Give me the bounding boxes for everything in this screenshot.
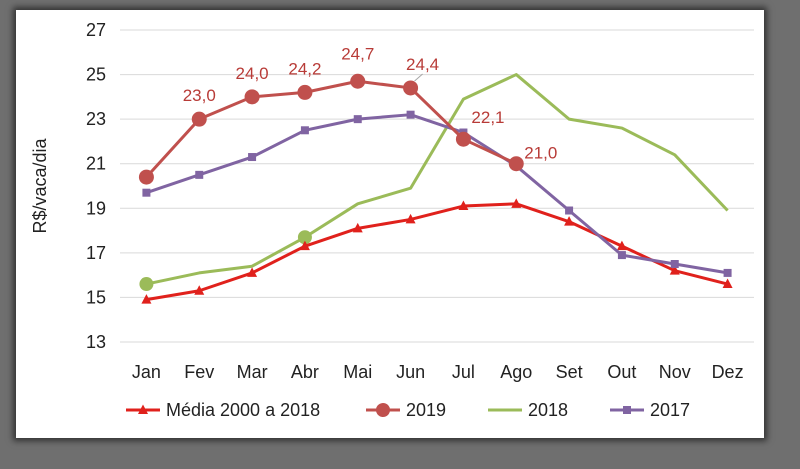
- data-label: 24,7: [341, 44, 374, 63]
- data-point: [403, 80, 419, 96]
- y-tick-label: 13: [86, 332, 106, 352]
- data-point: [299, 240, 310, 251]
- data-point: [194, 285, 205, 295]
- data-point: [405, 213, 416, 224]
- leader-line: [414, 73, 423, 82]
- x-tick-label-jan: Jan: [132, 362, 161, 382]
- data-point: [455, 131, 471, 147]
- series-line-m-dia-2000-a-2018: [146, 202, 728, 302]
- data-point: [141, 294, 152, 304]
- data-point: [564, 216, 575, 226]
- data-point: [722, 278, 733, 289]
- chart-panel: 13 15 17 19 21 23 25 27 Jan Fev Mar Abr Mai Jun Jul Ag…: [16, 10, 764, 438]
- y-tick-label: 23: [86, 109, 106, 129]
- data-point: [297, 230, 312, 245]
- data-point: [247, 267, 258, 277]
- data-point: [244, 89, 260, 105]
- y-tick-label: 17: [86, 243, 106, 263]
- y-tick-label: 27: [86, 20, 106, 40]
- gridlines: [120, 29, 754, 343]
- data-point: [511, 198, 522, 208]
- data-point: [508, 156, 524, 172]
- series-2017: [142, 110, 732, 277]
- legend-label: 2017: [650, 400, 690, 420]
- data-point: [670, 260, 679, 268]
- x-tick-label-ago: Ago: [500, 362, 532, 382]
- data-label: 22,1: [471, 108, 504, 127]
- y-axis-ticks: 13 15 17 19 21 23 25 27: [86, 20, 106, 352]
- data-point: [139, 277, 154, 292]
- data-point: [406, 110, 415, 119]
- series-line-2019: [145, 79, 517, 179]
- legend: Média 2000 a 2018 2019 2018 2017: [126, 400, 690, 420]
- x-tick-label-out: Out: [607, 362, 636, 382]
- data-point: [616, 240, 627, 251]
- x-tick-label-set: Set: [556, 362, 583, 382]
- series-2019: [138, 73, 524, 185]
- x-tick-label-mai: Mai: [343, 362, 372, 382]
- data-label: 21,0: [524, 144, 557, 163]
- data-label: 24,4: [406, 55, 439, 74]
- legend-item-2018: 2018: [488, 400, 568, 420]
- y-tick-label: 19: [86, 198, 106, 218]
- data-point: [352, 222, 363, 233]
- data-point: [350, 73, 366, 89]
- data-point: [191, 111, 207, 127]
- data-point: [297, 84, 313, 100]
- data-point: [138, 169, 154, 185]
- legend-label: 2019: [406, 400, 446, 420]
- data-label: 23,0: [183, 86, 216, 105]
- legend-label: 2018: [528, 400, 568, 420]
- data-point: [458, 200, 469, 211]
- series-layer: [138, 73, 733, 304]
- data-label: 24,2: [288, 59, 321, 78]
- y-axis-label: R$/vaca/dia: [30, 137, 50, 233]
- x-tick-label-jul: Jul: [452, 362, 475, 382]
- data-point: [723, 268, 732, 277]
- legend-label: Média 2000 a 2018: [166, 400, 320, 420]
- data-point: [248, 153, 257, 162]
- x-tick-label-dez: Dez: [712, 362, 744, 382]
- x-tick-label-jun: Jun: [396, 362, 425, 382]
- data-point: [195, 170, 204, 179]
- series-m-dia-2000-a-2018: [141, 198, 733, 304]
- data-label: 24,0: [236, 64, 269, 83]
- x-axis-ticks: Jan Fev Mar Abr Mai Jun Jul Ago Set Out Nov Dez: [132, 362, 744, 382]
- legend-marker: [376, 403, 390, 417]
- x-tick-label-abr: Abr: [291, 362, 319, 382]
- y-tick-label: 21: [86, 154, 106, 174]
- x-tick-label-nov: Nov: [659, 362, 691, 382]
- legend-item-2019: 2019: [366, 400, 446, 420]
- y-tick-label: 25: [86, 65, 106, 85]
- series-2018: [139, 73, 729, 292]
- x-tick-label-fev: Fev: [184, 362, 214, 382]
- line-chart: 13 15 17 19 21 23 25 27 Jan Fev Mar Abr Mai Jun Jul Ag…: [30, 20, 754, 420]
- y-tick-label: 15: [86, 287, 106, 307]
- data-point: [300, 126, 309, 135]
- legend-marker: [623, 406, 631, 414]
- data-labels: 23,0 24,0 24,2 24,7 24,4 22,1 21,0: [183, 44, 558, 162]
- series-line-2018: [146, 73, 729, 286]
- legend-marker: [138, 404, 148, 414]
- data-point: [142, 188, 151, 197]
- legend-item-2017: 2017: [610, 400, 690, 420]
- legend-item-m-dia-2000-a-2018: Média 2000 a 2018: [126, 400, 320, 420]
- data-point: [353, 115, 362, 124]
- data-point: [617, 251, 626, 260]
- data-point: [565, 206, 574, 215]
- series-line-2017: [145, 113, 728, 275]
- x-tick-label-mar: Mar: [237, 362, 268, 382]
- data-point: [669, 265, 680, 275]
